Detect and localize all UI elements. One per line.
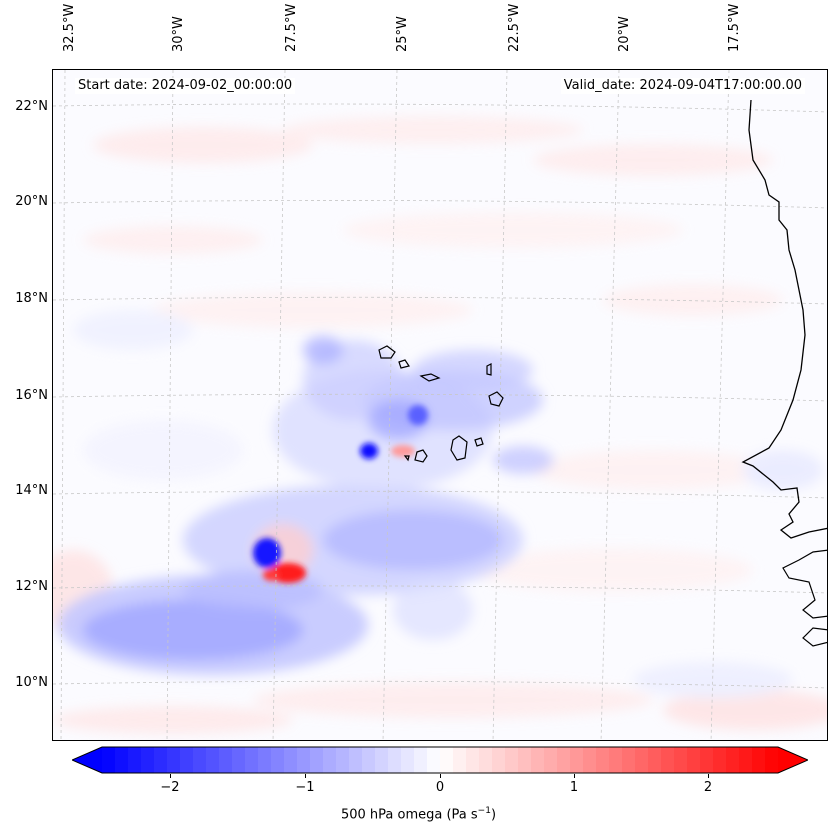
colorbar-cell — [102, 747, 116, 773]
colorbar-max-extension — [778, 747, 808, 773]
colorbar-tick-label: 0 — [435, 780, 445, 795]
colorbar-cells — [72, 747, 808, 773]
colorbar-cell — [648, 747, 662, 773]
colorbar-cell — [362, 747, 376, 773]
colorbar-cell — [544, 747, 558, 773]
colorbar-cell — [141, 747, 155, 773]
colorbar-cell — [583, 747, 597, 773]
lon-label-22-5w: 22.5°W — [507, 3, 522, 52]
colorbar-cell — [323, 747, 337, 773]
graticule — [53, 70, 827, 740]
colorbar-cell — [687, 747, 701, 773]
lon-label-27-5w: 27.5°W — [284, 3, 299, 52]
colorbar-tick-label: −2 — [160, 780, 180, 795]
guinea-coast — [782, 549, 827, 647]
colorbar-cell — [661, 747, 675, 773]
colorbar-cell — [349, 747, 363, 773]
start-date-label: Start date: 2024-09-02_00:00:00 — [75, 78, 296, 94]
colorbar-cell — [531, 747, 545, 773]
strong-cores — [253, 405, 428, 583]
lat-label-18n: 18°N — [15, 291, 48, 306]
lon-label-20w: 20°W — [617, 16, 632, 52]
cape-verde-islands — [378, 345, 504, 463]
colorbar-cell — [466, 747, 480, 773]
colorbar-cell — [440, 747, 454, 773]
lat-label-22n: 22°N — [15, 99, 48, 114]
colorbar-cell — [713, 747, 727, 773]
colorbar-cell — [193, 747, 207, 773]
colorbar-cell — [570, 747, 584, 773]
lat-label-16n: 16°N — [15, 388, 48, 403]
colorbar-tick-label: 1 — [569, 780, 579, 795]
colorbar-cell — [297, 747, 311, 773]
colorbar-cell — [622, 747, 636, 773]
colorbar-cell — [765, 747, 779, 773]
colorbar-tick-label: 2 — [703, 780, 713, 795]
colorbar-cell — [336, 747, 350, 773]
colorbar-cell — [154, 747, 168, 773]
valid-date-label: Valid_date: 2024-09-04T17:00:00.00 — [560, 78, 805, 94]
colorbar-tickmark — [440, 774, 441, 778]
colorbar — [72, 746, 808, 774]
colorbar-outline — [72, 746, 808, 774]
colorbar-cell — [219, 747, 233, 773]
colorbar-cell — [245, 747, 259, 773]
colorbar-cell — [206, 747, 220, 773]
colorbar-cell — [479, 747, 493, 773]
colorbar-cell — [505, 747, 519, 773]
colorbar-cell — [609, 747, 623, 773]
colorbar-cell — [726, 747, 740, 773]
colorbar-cell — [258, 747, 272, 773]
colorbar-cell — [635, 747, 649, 773]
colorbar-cell — [596, 747, 610, 773]
colorbar-cell — [752, 747, 766, 773]
colorbar-cell — [492, 747, 506, 773]
colorbar-tick-label: −1 — [295, 780, 315, 795]
omega-anomalies — [58, 336, 553, 675]
lon-label-17-5w: 17.5°W — [727, 3, 742, 52]
colorbar-cell — [167, 747, 181, 773]
colorbar-cell — [427, 747, 441, 773]
colorbar-cell — [453, 747, 467, 773]
colorbar-cell — [375, 747, 389, 773]
lon-label-30w: 30°W — [171, 16, 186, 52]
lat-label-12n: 12°N — [15, 579, 48, 594]
colorbar-cell — [128, 747, 142, 773]
colorbar-tickmark — [708, 774, 709, 778]
colorbar-cell — [115, 747, 129, 773]
colorbar-cell — [180, 747, 194, 773]
africa-coastline — [741, 99, 827, 539]
colorbar-label: 500 hPa omega (Pa s−1) — [340, 806, 497, 823]
lat-label-14n: 14°N — [15, 483, 48, 498]
colorbar-cell — [310, 747, 324, 773]
colorbar-tickmark — [170, 774, 171, 778]
colorbar-tickmark — [305, 774, 306, 778]
colorbar-cell — [401, 747, 415, 773]
colorbar-cell — [232, 747, 246, 773]
map-panel: Start date: 2024-09-02_00:00:00 Valid_da… — [52, 69, 828, 741]
colorbar-cell — [739, 747, 753, 773]
colorbar-cell — [557, 747, 571, 773]
colorbar-cell — [388, 747, 402, 773]
lat-label-10n: 10°N — [15, 675, 48, 690]
colorbar-cell — [414, 747, 428, 773]
colorbar-tickmark — [574, 774, 575, 778]
lon-label-32-5w: 32.5°W — [62, 3, 77, 52]
colorbar-cell — [674, 747, 688, 773]
colorbar-cell — [271, 747, 285, 773]
colorbar-min-extension — [72, 747, 102, 773]
lon-label-25w: 25°W — [395, 16, 410, 52]
lat-label-20n: 20°N — [15, 194, 48, 209]
omega-field-map — [53, 70, 827, 740]
colorbar-cell — [700, 747, 714, 773]
colorbar-cell — [518, 747, 532, 773]
colorbar-cell — [284, 747, 298, 773]
